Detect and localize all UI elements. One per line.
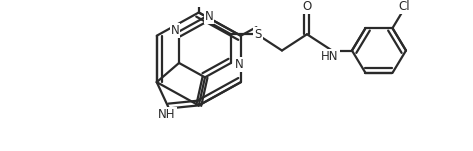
Text: N: N (171, 24, 179, 37)
Text: S: S (254, 28, 262, 41)
Text: NH: NH (158, 108, 175, 121)
Text: HN: HN (321, 50, 339, 63)
Text: N: N (205, 10, 213, 22)
Text: Cl: Cl (399, 0, 410, 13)
Text: O: O (302, 0, 312, 13)
Text: N: N (235, 58, 243, 71)
